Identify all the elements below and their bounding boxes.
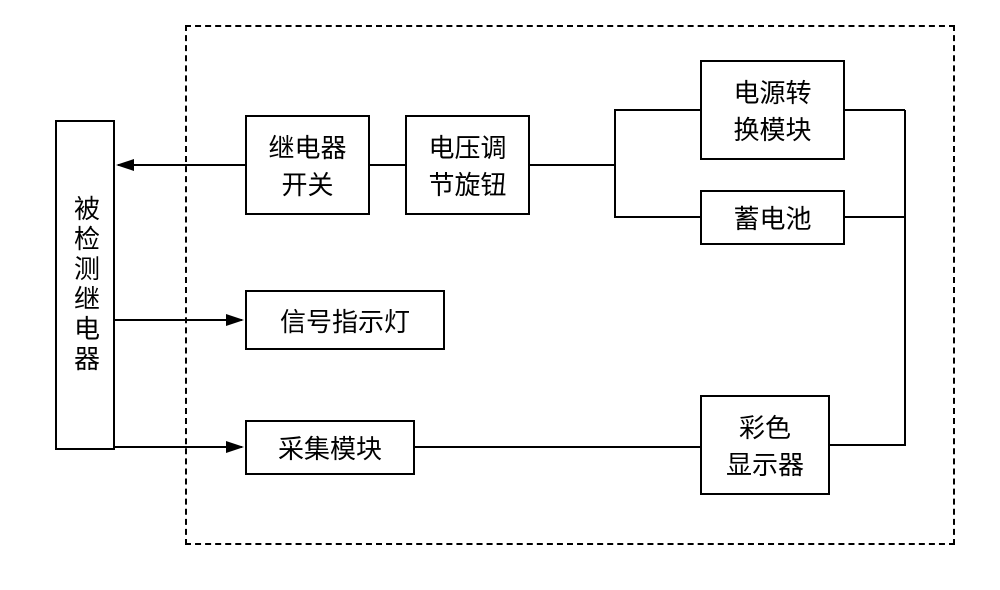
node-label: 信号指示灯 (280, 302, 410, 339)
node-label: 采集模块 (278, 429, 382, 466)
node-label: 电源转 换模块 (733, 73, 811, 147)
node-acquisition: 采集模块 (245, 420, 415, 475)
node-signal-light: 信号指示灯 (245, 290, 445, 350)
node-color-display: 彩色 显示器 (700, 395, 830, 495)
node-battery: 蓄电池 (700, 190, 845, 245)
node-relay-switch: 继电器 开关 (245, 115, 370, 215)
node-label: 被检测继电器 (67, 195, 104, 375)
node-label: 继电器 开关 (268, 128, 346, 202)
node-label: 彩色 显示器 (726, 408, 804, 482)
node-tested-relay: 被检测继电器 (55, 120, 115, 450)
node-voltage-knob: 电压调 节旋钮 (405, 115, 530, 215)
node-label: 电压调 节旋钮 (428, 128, 506, 202)
diagram-canvas: 被检测继电器 继电器 开关 电压调 节旋钮 电源转 换模块 蓄电池 信号指示灯 … (0, 0, 1000, 590)
node-power-module: 电源转 换模块 (700, 60, 845, 160)
node-label: 蓄电池 (733, 199, 811, 236)
